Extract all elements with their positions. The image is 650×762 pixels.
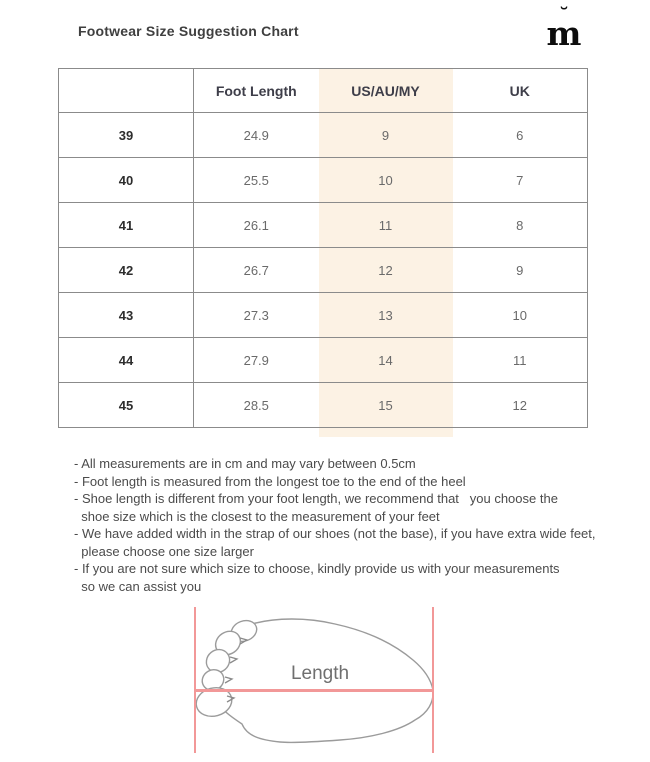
note-line: - We have added width in the strap of ou… xyxy=(74,526,596,541)
measure-line-right xyxy=(432,607,434,753)
cell-size: 42 xyxy=(58,247,194,293)
note-line: - If you are not sure which size to choo… xyxy=(74,561,560,576)
cell-us-au-my: 15 xyxy=(318,382,453,428)
cell-size: 45 xyxy=(58,382,194,428)
table-row: 41 26.1 11 8 xyxy=(58,202,588,248)
cell-us-au-my: 14 xyxy=(318,337,453,383)
table-row: 44 27.9 14 11 xyxy=(58,337,588,383)
cell-uk: 8 xyxy=(452,202,588,248)
cell-us-au-my: 11 xyxy=(318,202,453,248)
cell-us-au-my: 12 xyxy=(318,247,453,293)
measure-line-left xyxy=(194,607,196,753)
cell-uk: 10 xyxy=(452,292,588,338)
header-cell-us-au-my: US/AU/MY xyxy=(318,68,453,113)
cell-uk: 7 xyxy=(452,157,588,203)
note-line: - Foot length is measured from the longe… xyxy=(74,473,466,489)
length-label: Length xyxy=(290,663,350,684)
brand-logo: ˘ m xyxy=(546,3,582,53)
foot-outline-icon xyxy=(195,618,434,744)
note-line: so we can assist you xyxy=(74,578,202,594)
page-title: Footwear Size Suggestion Chart xyxy=(78,23,299,39)
cell-foot-length: 27.3 xyxy=(193,292,319,338)
highlight-column-tail xyxy=(319,428,453,437)
cell-foot-length: 24.9 xyxy=(193,112,319,158)
cell-us-au-my: 9 xyxy=(318,112,453,158)
cell-us-au-my: 10 xyxy=(318,157,453,203)
table-row: 42 26.7 12 9 xyxy=(58,247,588,293)
note-line: shoe size which is the closest to the me… xyxy=(74,508,440,524)
cell-uk: 6 xyxy=(452,112,588,158)
cell-uk: 12 xyxy=(452,382,588,428)
cell-foot-length: 28.5 xyxy=(193,382,319,428)
measure-line-horizontal xyxy=(195,689,433,692)
table-row: 39 24.9 9 6 xyxy=(58,112,588,158)
cell-us-au-my: 13 xyxy=(318,292,453,338)
cell-foot-length: 27.9 xyxy=(193,337,319,383)
table-header-row: Foot Length US/AU/MY UK xyxy=(58,68,588,113)
cell-size: 41 xyxy=(58,202,194,248)
cell-uk: 11 xyxy=(452,337,588,383)
cell-size: 39 xyxy=(58,112,194,158)
header-cell-size xyxy=(58,68,194,113)
cell-size: 44 xyxy=(58,337,194,383)
header-cell-uk: UK xyxy=(452,68,588,113)
cell-uk: 9 xyxy=(452,247,588,293)
size-table: Foot Length US/AU/MY UK 39 24.9 9 6 40 2… xyxy=(58,68,588,428)
notes-block: - All measurements are in cm and may var… xyxy=(74,455,604,595)
note-line: please choose one size larger xyxy=(74,543,254,559)
cell-foot-length: 25.5 xyxy=(193,157,319,203)
cell-foot-length: 26.1 xyxy=(193,202,319,248)
table-row: 45 28.5 15 12 xyxy=(58,382,588,428)
logo-letter: m xyxy=(546,14,582,53)
table-row: 40 25.5 10 7 xyxy=(58,157,588,203)
note-line: - Shoe length is different from your foo… xyxy=(74,491,558,506)
logo-breve-accent: ˘ xyxy=(559,3,569,27)
table-row: 43 27.3 13 10 xyxy=(58,292,588,338)
cell-size: 40 xyxy=(58,157,194,203)
note-line: - All measurements are in cm and may var… xyxy=(74,456,416,471)
header-cell-foot-length: Foot Length xyxy=(193,68,319,113)
cell-foot-length: 26.7 xyxy=(193,247,319,293)
cell-size: 43 xyxy=(58,292,194,338)
